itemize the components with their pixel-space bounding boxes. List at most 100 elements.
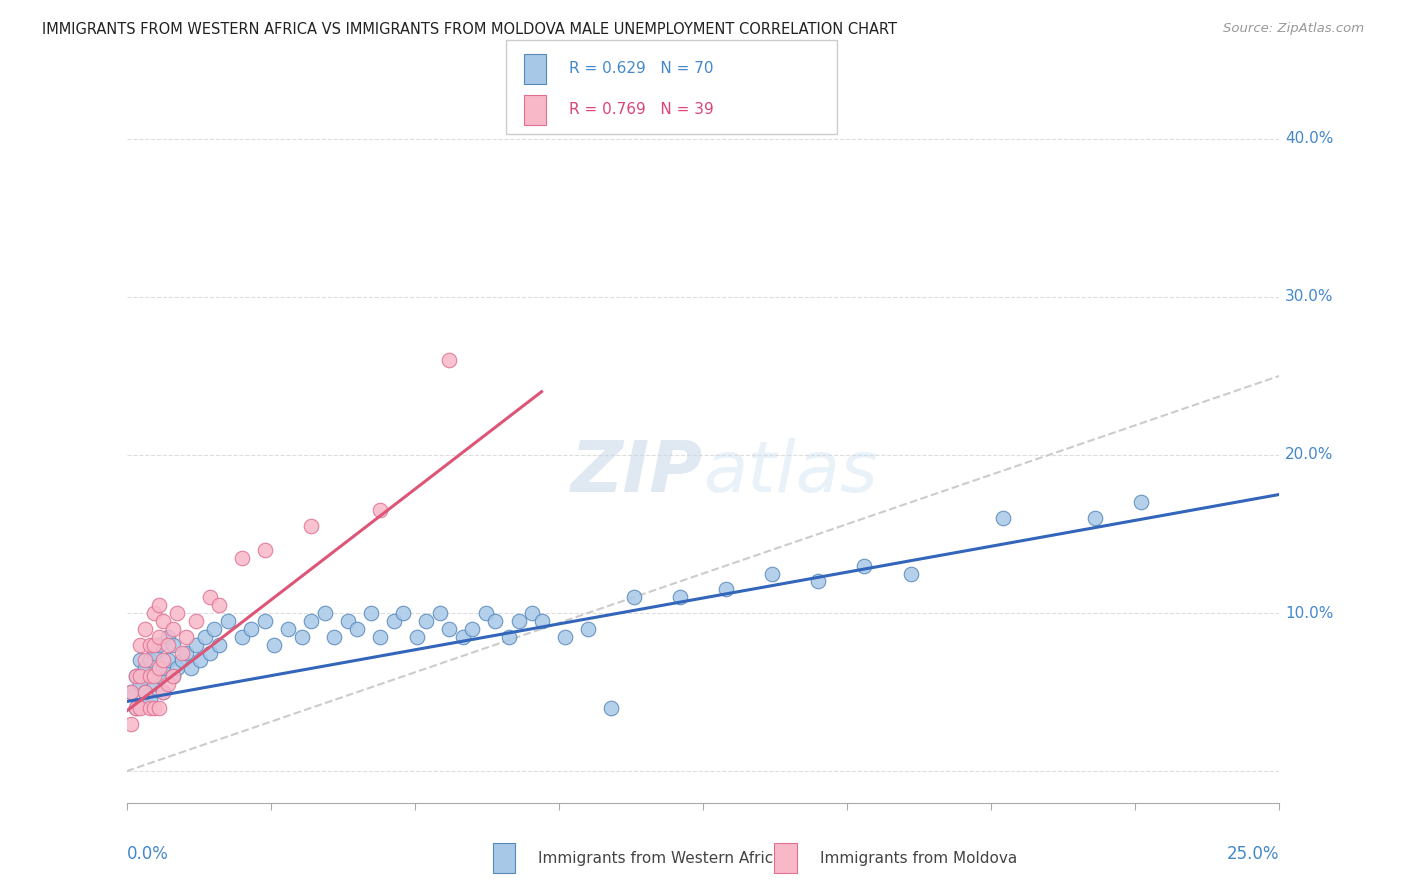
Point: [148, 598, 170, 612]
Point: [162, 669, 184, 683]
Point: [129, 701, 152, 715]
Point: [439, 353, 461, 368]
Point: [138, 638, 160, 652]
Point: [180, 661, 202, 675]
Point: [152, 685, 174, 699]
Point: [240, 622, 263, 636]
Point: [475, 606, 498, 620]
Point: [314, 606, 336, 620]
Text: atlas: atlas: [703, 438, 877, 508]
Point: [439, 622, 461, 636]
Point: [125, 701, 148, 715]
Point: [991, 511, 1014, 525]
Point: [194, 630, 217, 644]
Point: [554, 630, 576, 644]
Point: [152, 685, 174, 699]
Point: [120, 716, 142, 731]
Point: [125, 701, 148, 715]
Point: [134, 653, 156, 667]
Point: [143, 677, 166, 691]
Point: [138, 669, 160, 683]
Point: [152, 661, 174, 675]
Point: [157, 677, 180, 691]
Point: [346, 622, 368, 636]
Point: [208, 638, 231, 652]
Point: [143, 701, 166, 715]
Point: [323, 630, 346, 644]
Point: [807, 574, 830, 589]
Text: 0.0%: 0.0%: [127, 845, 169, 863]
Point: [120, 685, 142, 699]
Point: [134, 622, 156, 636]
Text: R = 0.629   N = 70: R = 0.629 N = 70: [569, 62, 714, 76]
Point: [231, 630, 253, 644]
Point: [198, 646, 221, 660]
Point: [143, 669, 166, 683]
Point: [148, 638, 170, 652]
Point: [522, 606, 544, 620]
Text: 25.0%: 25.0%: [1227, 845, 1279, 863]
Point: [217, 614, 239, 628]
Point: [392, 606, 415, 620]
Text: 30.0%: 30.0%: [1285, 289, 1334, 304]
Point: [415, 614, 437, 628]
Point: [291, 630, 314, 644]
Point: [134, 685, 156, 699]
Point: [508, 614, 530, 628]
Point: [900, 566, 922, 581]
Point: [134, 661, 156, 675]
Point: [138, 653, 160, 667]
Point: [368, 630, 391, 644]
Point: [176, 646, 198, 660]
Point: [125, 669, 148, 683]
Point: [498, 630, 520, 644]
Text: Source: ZipAtlas.com: Source: ZipAtlas.com: [1223, 22, 1364, 36]
Point: [382, 614, 405, 628]
Point: [184, 638, 207, 652]
Point: [336, 614, 359, 628]
Point: [761, 566, 783, 581]
Point: [299, 614, 322, 628]
Point: [143, 606, 166, 620]
Point: [208, 598, 231, 612]
Point: [530, 614, 553, 628]
Point: [451, 630, 474, 644]
Text: Immigrants from Moldova: Immigrants from Moldova: [820, 851, 1017, 865]
Point: [138, 701, 160, 715]
Point: [484, 614, 506, 628]
Point: [143, 646, 166, 660]
Point: [138, 693, 160, 707]
Point: [134, 685, 156, 699]
Text: R = 0.769   N = 39: R = 0.769 N = 39: [569, 103, 714, 117]
Point: [162, 638, 184, 652]
Point: [162, 669, 184, 683]
Point: [714, 582, 737, 597]
Point: [231, 550, 253, 565]
Point: [148, 669, 170, 683]
Point: [599, 701, 621, 715]
Point: [148, 701, 170, 715]
Point: [277, 622, 299, 636]
Point: [263, 638, 285, 652]
Text: 40.0%: 40.0%: [1285, 131, 1334, 146]
Point: [176, 630, 198, 644]
Point: [368, 503, 391, 517]
Point: [853, 558, 876, 573]
Point: [125, 669, 148, 683]
Text: Immigrants from Western Africa: Immigrants from Western Africa: [538, 851, 783, 865]
Point: [170, 653, 193, 667]
Point: [129, 638, 152, 652]
Point: [299, 519, 322, 533]
Text: 20.0%: 20.0%: [1285, 448, 1334, 462]
Point: [129, 669, 152, 683]
Point: [253, 614, 276, 628]
Point: [202, 622, 225, 636]
Point: [461, 622, 484, 636]
Point: [360, 606, 382, 620]
Point: [1130, 495, 1153, 509]
Point: [143, 638, 166, 652]
Point: [157, 653, 180, 667]
Point: [157, 630, 180, 644]
Point: [184, 614, 207, 628]
Point: [623, 591, 645, 605]
